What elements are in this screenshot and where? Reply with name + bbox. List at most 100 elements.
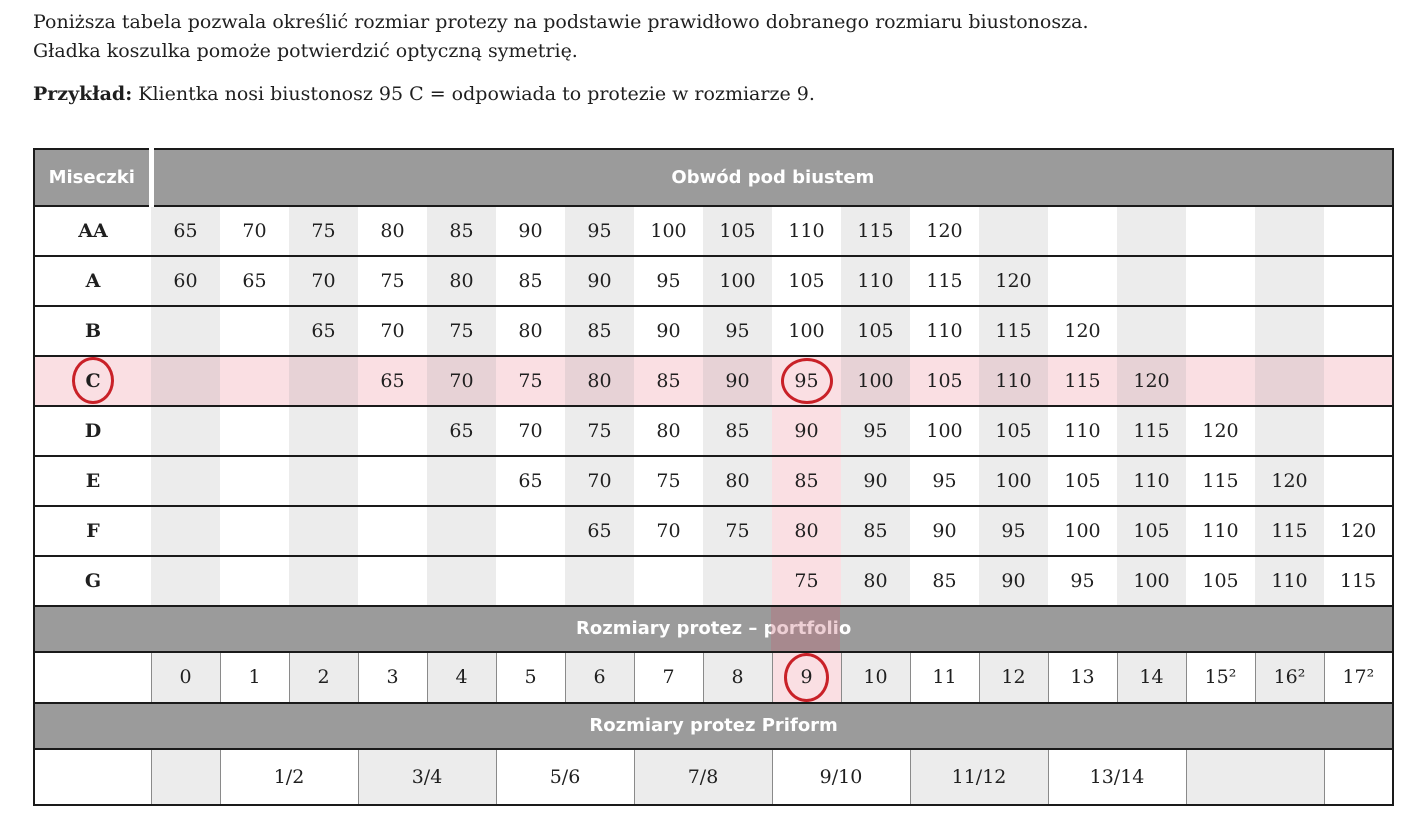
cup-label-AA: AA bbox=[34, 204, 151, 256]
band-cell-AA-17 bbox=[1324, 204, 1394, 256]
band-cell-B-14 bbox=[1117, 304, 1186, 356]
cup-label-C: C bbox=[34, 354, 151, 406]
band-cell-F-5 bbox=[496, 504, 565, 556]
band-cell-F-12: 95 bbox=[979, 504, 1048, 556]
band-cell-F-7: 70 bbox=[634, 504, 703, 556]
band-cell-F-6: 65 bbox=[565, 504, 634, 556]
band-cell-A-5: 85 bbox=[496, 254, 565, 306]
band-cell-B-5: 80 bbox=[496, 304, 565, 356]
portfolio-header-row: Rozmiary protez – portfolio bbox=[34, 604, 1394, 653]
band-cell-D-17 bbox=[1324, 404, 1394, 456]
band-cell-E-4 bbox=[427, 454, 496, 506]
portfolio-size-cell-14: 14 bbox=[1116, 650, 1187, 704]
band-cell-B-8: 95 bbox=[703, 304, 772, 356]
band-cell-E-3 bbox=[358, 454, 427, 506]
band-cell-AA-0: 65 bbox=[151, 204, 220, 256]
band-cell-B-10: 105 bbox=[841, 304, 910, 356]
portfolio-size-cell-6: 6 bbox=[564, 650, 635, 704]
highlight-column-overlay bbox=[771, 607, 840, 650]
band-cell-G-4 bbox=[427, 554, 496, 606]
band-cell-G-8 bbox=[703, 554, 772, 606]
band-cell-E-8: 80 bbox=[703, 454, 772, 506]
cup-row-G: G 75 80 85 90 95 100 105 110 115 bbox=[34, 554, 1394, 606]
priform-size-cell-3: 5/6 bbox=[495, 747, 635, 805]
band-cell-D-6: 75 bbox=[565, 404, 634, 456]
band-cell-F-9: 80 bbox=[772, 504, 841, 556]
band-cell-B-6: 85 bbox=[565, 304, 634, 356]
band-cell-A-11: 115 bbox=[910, 254, 979, 306]
band-cell-E-17 bbox=[1324, 454, 1394, 506]
priform-sizes-row: 1/2 3/4 5/6 7/8 9/10 11/12 13/14 bbox=[33, 747, 1394, 805]
band-cell-B-9: 100 bbox=[772, 304, 841, 356]
table-header-row: Miseczki Obwód pod biustem bbox=[34, 148, 1394, 207]
portfolio-size-cell-15: 15² bbox=[1185, 650, 1256, 704]
band-cell-AA-2: 75 bbox=[289, 204, 358, 256]
portfolio-size-cell-17: 17² bbox=[1323, 650, 1394, 704]
band-cell-D-13: 110 bbox=[1048, 404, 1117, 456]
band-cell-G-16: 110 bbox=[1255, 554, 1324, 606]
band-cell-AA-16 bbox=[1255, 204, 1324, 256]
band-cell-F-11: 90 bbox=[910, 504, 979, 556]
circled-portfolio-size: 9 bbox=[784, 653, 829, 701]
band-cell-G-14: 100 bbox=[1117, 554, 1186, 606]
band-cell-AA-5: 90 bbox=[496, 204, 565, 256]
portfolio-size-cell-7: 7 bbox=[633, 650, 704, 704]
portfolio-size-cell-13: 13 bbox=[1047, 650, 1118, 704]
band-cell-A-15 bbox=[1186, 254, 1255, 306]
band-cell-C-16 bbox=[1255, 354, 1324, 406]
band-cell-B-12: 115 bbox=[979, 304, 1048, 356]
band-cell-A-12: 120 bbox=[979, 254, 1048, 306]
band-cell-A-13 bbox=[1048, 254, 1117, 306]
priform-row-spacer bbox=[33, 747, 152, 805]
band-cell-AA-9: 110 bbox=[772, 204, 841, 256]
band-cell-D-4: 65 bbox=[427, 404, 496, 456]
band-cell-C-4: 70 bbox=[427, 354, 496, 406]
cup-label-A: A bbox=[34, 254, 151, 306]
band-cell-D-2 bbox=[289, 404, 358, 456]
priform-size-cell-8 bbox=[1185, 747, 1325, 805]
band-header-cell: Obwód pod biustem bbox=[151, 148, 1394, 207]
band-cell-G-3 bbox=[358, 554, 427, 606]
band-cell-G-11: 85 bbox=[910, 554, 979, 606]
cup-label-D: D bbox=[34, 404, 151, 456]
band-cell-F-17: 120 bbox=[1324, 504, 1394, 556]
example-text: Klientka nosi biustonosz 95 C = odpowiad… bbox=[132, 82, 815, 105]
band-cell-E-12: 100 bbox=[979, 454, 1048, 506]
band-cell-G-1 bbox=[220, 554, 289, 606]
band-cell-G-15: 105 bbox=[1186, 554, 1255, 606]
band-cell-C-17 bbox=[1324, 354, 1394, 406]
band-cell-E-2 bbox=[289, 454, 358, 506]
band-cell-G-13: 95 bbox=[1048, 554, 1117, 606]
band-cell-AA-12 bbox=[979, 204, 1048, 256]
band-cell-C-2 bbox=[289, 354, 358, 406]
band-cell-C-9: 95 bbox=[772, 354, 841, 406]
portfolio-size-cell-11: 11 bbox=[909, 650, 980, 704]
band-cell-A-3: 75 bbox=[358, 254, 427, 306]
portfolio-size-cell-5: 5 bbox=[495, 650, 566, 704]
intro-paragraph: Poniższa tabela pozwala określić rozmiar… bbox=[33, 8, 1415, 66]
portfolio-size-cell-4: 4 bbox=[426, 650, 497, 704]
cup-label-G: G bbox=[34, 554, 151, 606]
portfolio-header-cell: Rozmiary protez – portfolio bbox=[34, 604, 1394, 653]
band-cell-E-15: 115 bbox=[1186, 454, 1255, 506]
band-cell-B-13: 120 bbox=[1048, 304, 1117, 356]
band-cell-F-13: 100 bbox=[1048, 504, 1117, 556]
band-cell-E-13: 105 bbox=[1048, 454, 1117, 506]
cup-row-E: E 65 70 75 80 85 90 95 100 105 110 115 120 bbox=[34, 454, 1394, 506]
portfolio-size-cell-9: 9 bbox=[771, 650, 842, 704]
band-cell-E-16: 120 bbox=[1255, 454, 1324, 506]
priform-header-cell: Rozmiary protez Priform bbox=[34, 701, 1394, 750]
band-cell-C-3: 65 bbox=[358, 354, 427, 406]
priform-header-label: Rozmiary protez Priform bbox=[589, 715, 838, 737]
band-cell-D-9: 90 bbox=[772, 404, 841, 456]
portfolio-sizes-row: 0 1 2 3 4 5 6 7 8 9 10 11 12 13 14 15² 16² 17² bbox=[33, 650, 1394, 704]
band-cell-B-4: 75 bbox=[427, 304, 496, 356]
example-label: Przykład: bbox=[33, 82, 133, 105]
band-cell-D-11: 100 bbox=[910, 404, 979, 456]
band-cell-D-15: 120 bbox=[1186, 404, 1255, 456]
band-cell-AA-6: 95 bbox=[565, 204, 634, 256]
band-cell-A-0: 60 bbox=[151, 254, 220, 306]
band-cell-E-14: 110 bbox=[1117, 454, 1186, 506]
band-cell-F-16: 115 bbox=[1255, 504, 1324, 556]
cup-row-B: B 65 70 75 80 85 90 95 100 105 110 115 120 bbox=[34, 304, 1394, 356]
